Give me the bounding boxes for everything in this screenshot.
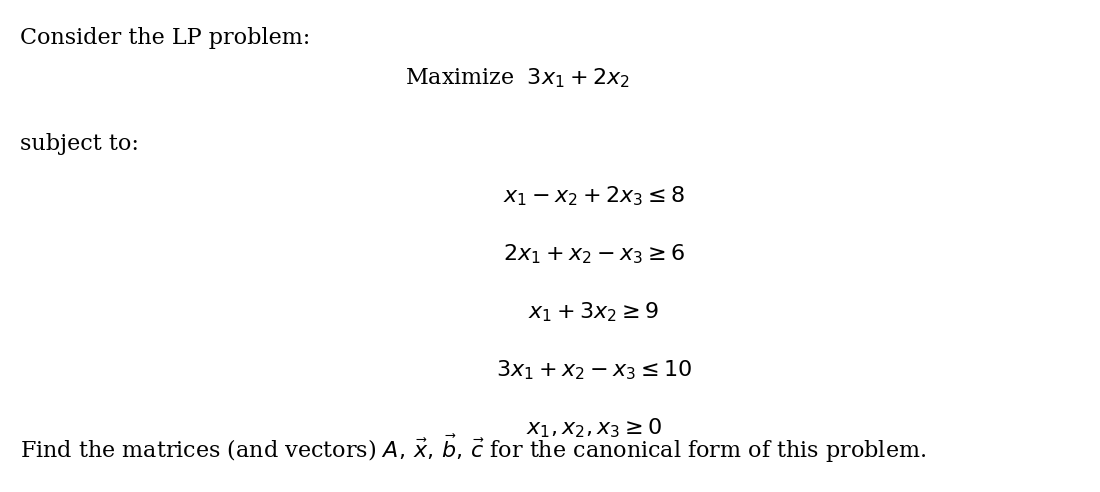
Text: $2x_1 + x_2 - x_3 \geq 6$: $2x_1 + x_2 - x_3 \geq 6$ — [503, 243, 685, 266]
Text: $x_1, x_2, x_3 \geq 0$: $x_1, x_2, x_3 \geq 0$ — [526, 417, 662, 440]
Text: Consider the LP problem:: Consider the LP problem: — [20, 27, 310, 49]
Text: $x_1 + 3x_2 \geq 9$: $x_1 + 3x_2 \geq 9$ — [528, 301, 660, 324]
Text: $x_1 - x_2 + 2x_3 \leq 8$: $x_1 - x_2 + 2x_3 \leq 8$ — [503, 184, 685, 208]
Text: Find the matrices (and vectors) $A,\,\vec{x},\,\vec{b},\,\vec{c}$ for the canoni: Find the matrices (and vectors) $A,\,\ve… — [20, 433, 926, 465]
Text: subject to:: subject to: — [20, 133, 139, 155]
Text: $3x_1 + x_2 - x_3 \leq 10$: $3x_1 + x_2 - x_3 \leq 10$ — [496, 359, 692, 382]
Text: Maximize $\;3x_1 + 2x_2$: Maximize $\;3x_1 + 2x_2$ — [405, 66, 629, 90]
